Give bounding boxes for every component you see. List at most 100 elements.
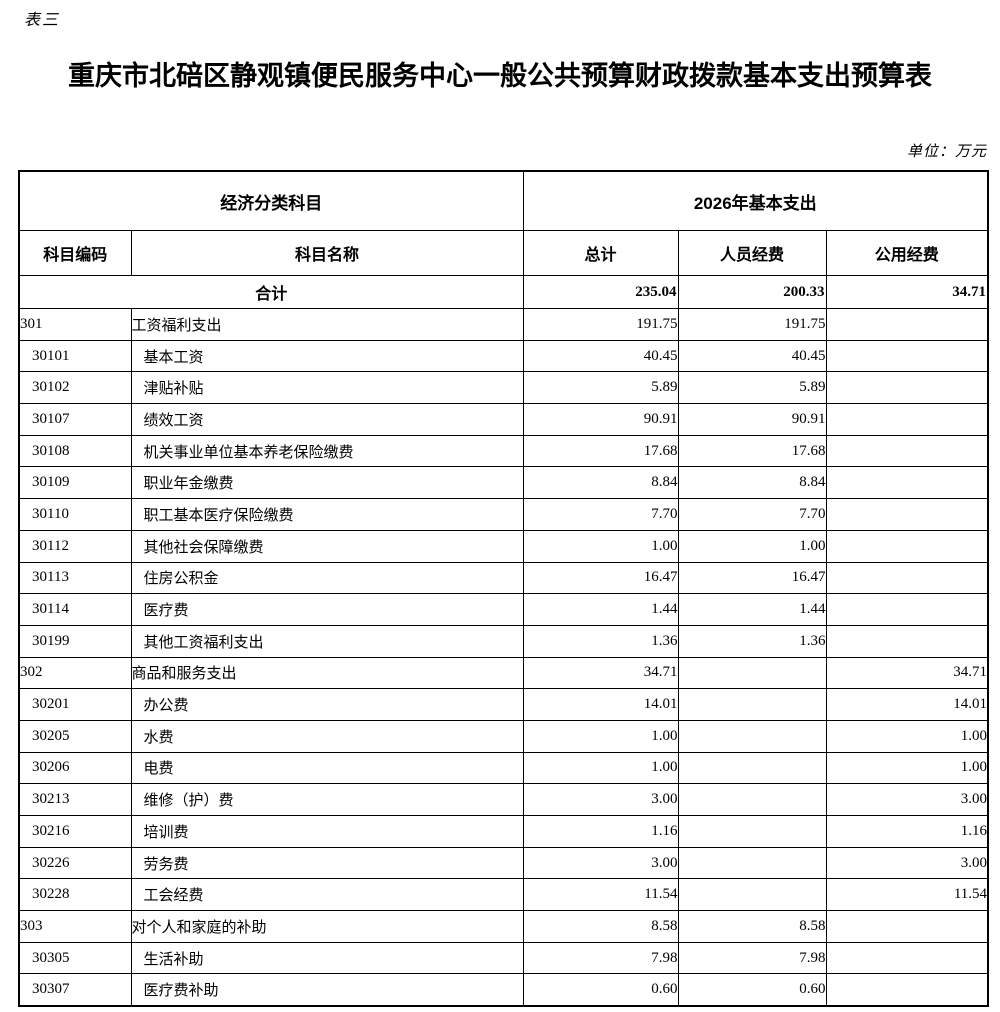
header-personnel-fund: 人员经费 — [677, 230, 827, 276]
cell-personnel: 1.00 — [677, 529, 827, 563]
cell-personnel: 0.60 — [677, 973, 827, 1007]
cell-name: 商品和服务支出 — [130, 656, 524, 690]
total-row: 合计 235.04 200.33 34.71 — [18, 275, 989, 309]
cell-name: 水费 — [130, 719, 524, 753]
table-row: 30112 其他社会保障缴费 1.00 1.00 — [18, 529, 989, 563]
cell-code: 30216 — [18, 815, 132, 848]
cell-personnel — [677, 656, 827, 690]
cell-total: 7.70 — [522, 498, 679, 531]
cell-public: 1.00 — [825, 719, 989, 753]
cell-total: 5.89 — [522, 371, 679, 405]
cell-name: 其他社会保障缴费 — [130, 529, 524, 563]
cell-name: 绩效工资 — [130, 403, 524, 436]
cell-code: 30307 — [18, 973, 132, 1007]
cell-code: 302 — [18, 656, 132, 690]
cell-code: 30199 — [18, 624, 132, 658]
table-row: 30110 职工基本医疗保险缴费 7.70 7.70 — [18, 498, 989, 531]
header-total: 总计 — [522, 230, 679, 276]
cell-public: 34.71 — [825, 656, 989, 690]
cell-name: 住房公积金 — [130, 561, 524, 595]
table-row: 303 对个人和家庭的补助 8.58 8.58 — [18, 910, 989, 943]
cell-code: 30108 — [18, 434, 132, 468]
cell-personnel — [677, 815, 827, 848]
cell-personnel: 90.91 — [677, 403, 827, 436]
cell-code: 30213 — [18, 783, 132, 816]
cell-personnel — [677, 846, 827, 880]
cell-public — [825, 529, 989, 563]
cell-code: 30112 — [18, 529, 132, 563]
cell-personnel — [677, 751, 827, 785]
cell-public: 3.00 — [825, 783, 989, 816]
cell-total: 40.45 — [522, 339, 679, 373]
header-public-fund: 公用经费 — [825, 230, 989, 276]
cell-name: 工会经费 — [130, 878, 524, 912]
cell-code: 30206 — [18, 751, 132, 785]
cell-personnel — [677, 719, 827, 753]
header-columns-row: 科目编码 科目名称 总计 人员经费 公用经费 — [18, 230, 989, 276]
page-title: 重庆市北碚区静观镇便民服务中心一般公共预算财政拨款基本支出预算表 — [68, 61, 932, 91]
cell-code: 30107 — [18, 403, 132, 436]
total-personnel-value: 200.33 — [677, 275, 827, 309]
cell-name: 医疗费补助 — [130, 973, 524, 1007]
table-row: 30226 劳务费 3.00 3.00 — [18, 846, 989, 880]
cell-total: 1.44 — [522, 593, 679, 626]
cell-code: 30305 — [18, 941, 132, 975]
cell-personnel: 7.98 — [677, 941, 827, 975]
table-row: 30206 电费 1.00 1.00 — [18, 751, 989, 785]
header-subject-code: 科目编码 — [18, 230, 132, 276]
cell-public — [825, 371, 989, 405]
cell-public: 11.54 — [825, 878, 989, 912]
table-number-label: 表三 — [24, 12, 61, 29]
table-row: 301 工资福利支出 191.75 191.75 — [18, 308, 989, 341]
cell-name: 基本工资 — [130, 339, 524, 373]
cell-public — [825, 498, 989, 531]
cell-personnel: 8.58 — [677, 910, 827, 943]
cell-name: 工资福利支出 — [130, 308, 524, 341]
header-group-row: 经济分类科目 2026年基本支出 — [18, 170, 989, 231]
table-row: 30114 医疗费 1.44 1.44 — [18, 593, 989, 626]
cell-personnel: 1.36 — [677, 624, 827, 658]
table-row: 302 商品和服务支出 34.71 34.71 — [18, 656, 989, 690]
table-row: 30201 办公费 14.01 14.01 — [18, 688, 989, 721]
table-row: 30213 维修（护）费 3.00 3.00 — [18, 783, 989, 816]
table-row: 30228 工会经费 11.54 11.54 — [18, 878, 989, 912]
cell-code: 30101 — [18, 339, 132, 373]
cell-public: 1.16 — [825, 815, 989, 848]
cell-total: 17.68 — [522, 434, 679, 468]
total-public-value: 34.71 — [825, 275, 989, 309]
cell-total: 1.00 — [522, 751, 679, 785]
cell-name: 生活补助 — [130, 941, 524, 975]
table-row: 30307 医疗费补助 0.60 0.60 — [18, 973, 989, 1007]
cell-name: 劳务费 — [130, 846, 524, 880]
cell-total: 0.60 — [522, 973, 679, 1007]
cell-public — [825, 973, 989, 1007]
cell-public — [825, 466, 989, 500]
cell-total: 90.91 — [522, 403, 679, 436]
cell-name: 对个人和家庭的补助 — [130, 910, 524, 943]
cell-total: 191.75 — [522, 308, 679, 341]
cell-code: 30109 — [18, 466, 132, 500]
cell-total: 8.84 — [522, 466, 679, 500]
cell-personnel: 8.84 — [677, 466, 827, 500]
cell-public — [825, 624, 989, 658]
cell-public — [825, 910, 989, 943]
cell-code: 30201 — [18, 688, 132, 721]
cell-public — [825, 339, 989, 373]
cell-total: 7.98 — [522, 941, 679, 975]
cell-name: 维修（护）费 — [130, 783, 524, 816]
cell-personnel: 17.68 — [677, 434, 827, 468]
cell-code: 30110 — [18, 498, 132, 531]
table-row: 30305 生活补助 7.98 7.98 — [18, 941, 989, 975]
cell-personnel — [677, 783, 827, 816]
cell-personnel: 7.70 — [677, 498, 827, 531]
cell-total: 1.00 — [522, 719, 679, 753]
table-row: 30113 住房公积金 16.47 16.47 — [18, 561, 989, 595]
cell-public — [825, 593, 989, 626]
cell-total: 1.00 — [522, 529, 679, 563]
cell-name: 职工基本医疗保险缴费 — [130, 498, 524, 531]
cell-total: 34.71 — [522, 656, 679, 690]
table-row: 30205 水费 1.00 1.00 — [18, 719, 989, 753]
unit-note: 单位：万元 — [906, 144, 987, 160]
header-2026-basic-expenditure: 2026年基本支出 — [522, 170, 989, 231]
cell-personnel — [677, 878, 827, 912]
